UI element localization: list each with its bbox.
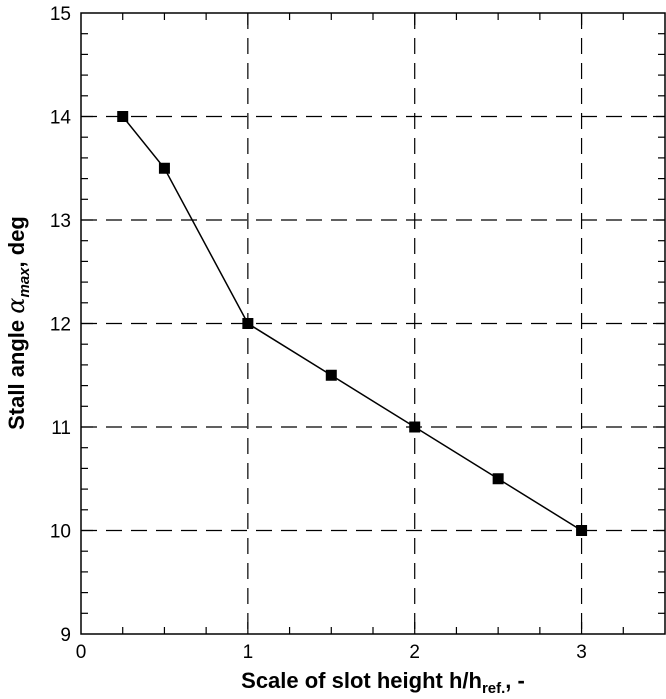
y-tick-label: 14: [50, 108, 72, 129]
y-tick-label: 13: [50, 211, 71, 232]
data-series: [117, 111, 588, 536]
data-point-marker: [409, 421, 421, 433]
axis-ticks: [81, 13, 665, 634]
y-axis-label-symbol: α: [2, 298, 30, 314]
x-axis-label-sub: ref.: [482, 680, 505, 697]
x-axis-label-main: Scale of slot height h/h: [241, 668, 482, 693]
x-axis-label-suffix: , -: [505, 668, 525, 693]
data-point-marker: [492, 473, 504, 485]
y-axis-label-main: Stall angle: [4, 314, 29, 430]
data-point-marker: [325, 369, 337, 381]
x-tick-label: 2: [409, 642, 420, 663]
data-point-marker: [242, 318, 254, 329]
data-point-marker: [158, 162, 170, 174]
y-tick-label: 9: [60, 625, 71, 646]
x-tick-label: 0: [76, 642, 87, 663]
y-axis-label-sub: max: [16, 267, 33, 298]
x-tick-label: 1: [243, 642, 254, 663]
y-tick-label: 11: [51, 418, 71, 439]
grid: [81, 13, 665, 634]
data-point-marker: [117, 111, 129, 122]
y-axis-label: Stall angle αmax, deg: [2, 216, 33, 430]
x-axis-label: Scale of slot height h/href., -: [241, 668, 525, 697]
y-tick-label: 15: [50, 4, 71, 25]
y-tick-label: 10: [50, 522, 71, 543]
data-point-marker: [576, 525, 588, 536]
x-tick-label: 3: [576, 642, 587, 663]
y-tick-label: 12: [50, 315, 71, 336]
y-axis-label-suffix: , deg: [4, 216, 29, 267]
plot-frame: [80, 12, 666, 635]
